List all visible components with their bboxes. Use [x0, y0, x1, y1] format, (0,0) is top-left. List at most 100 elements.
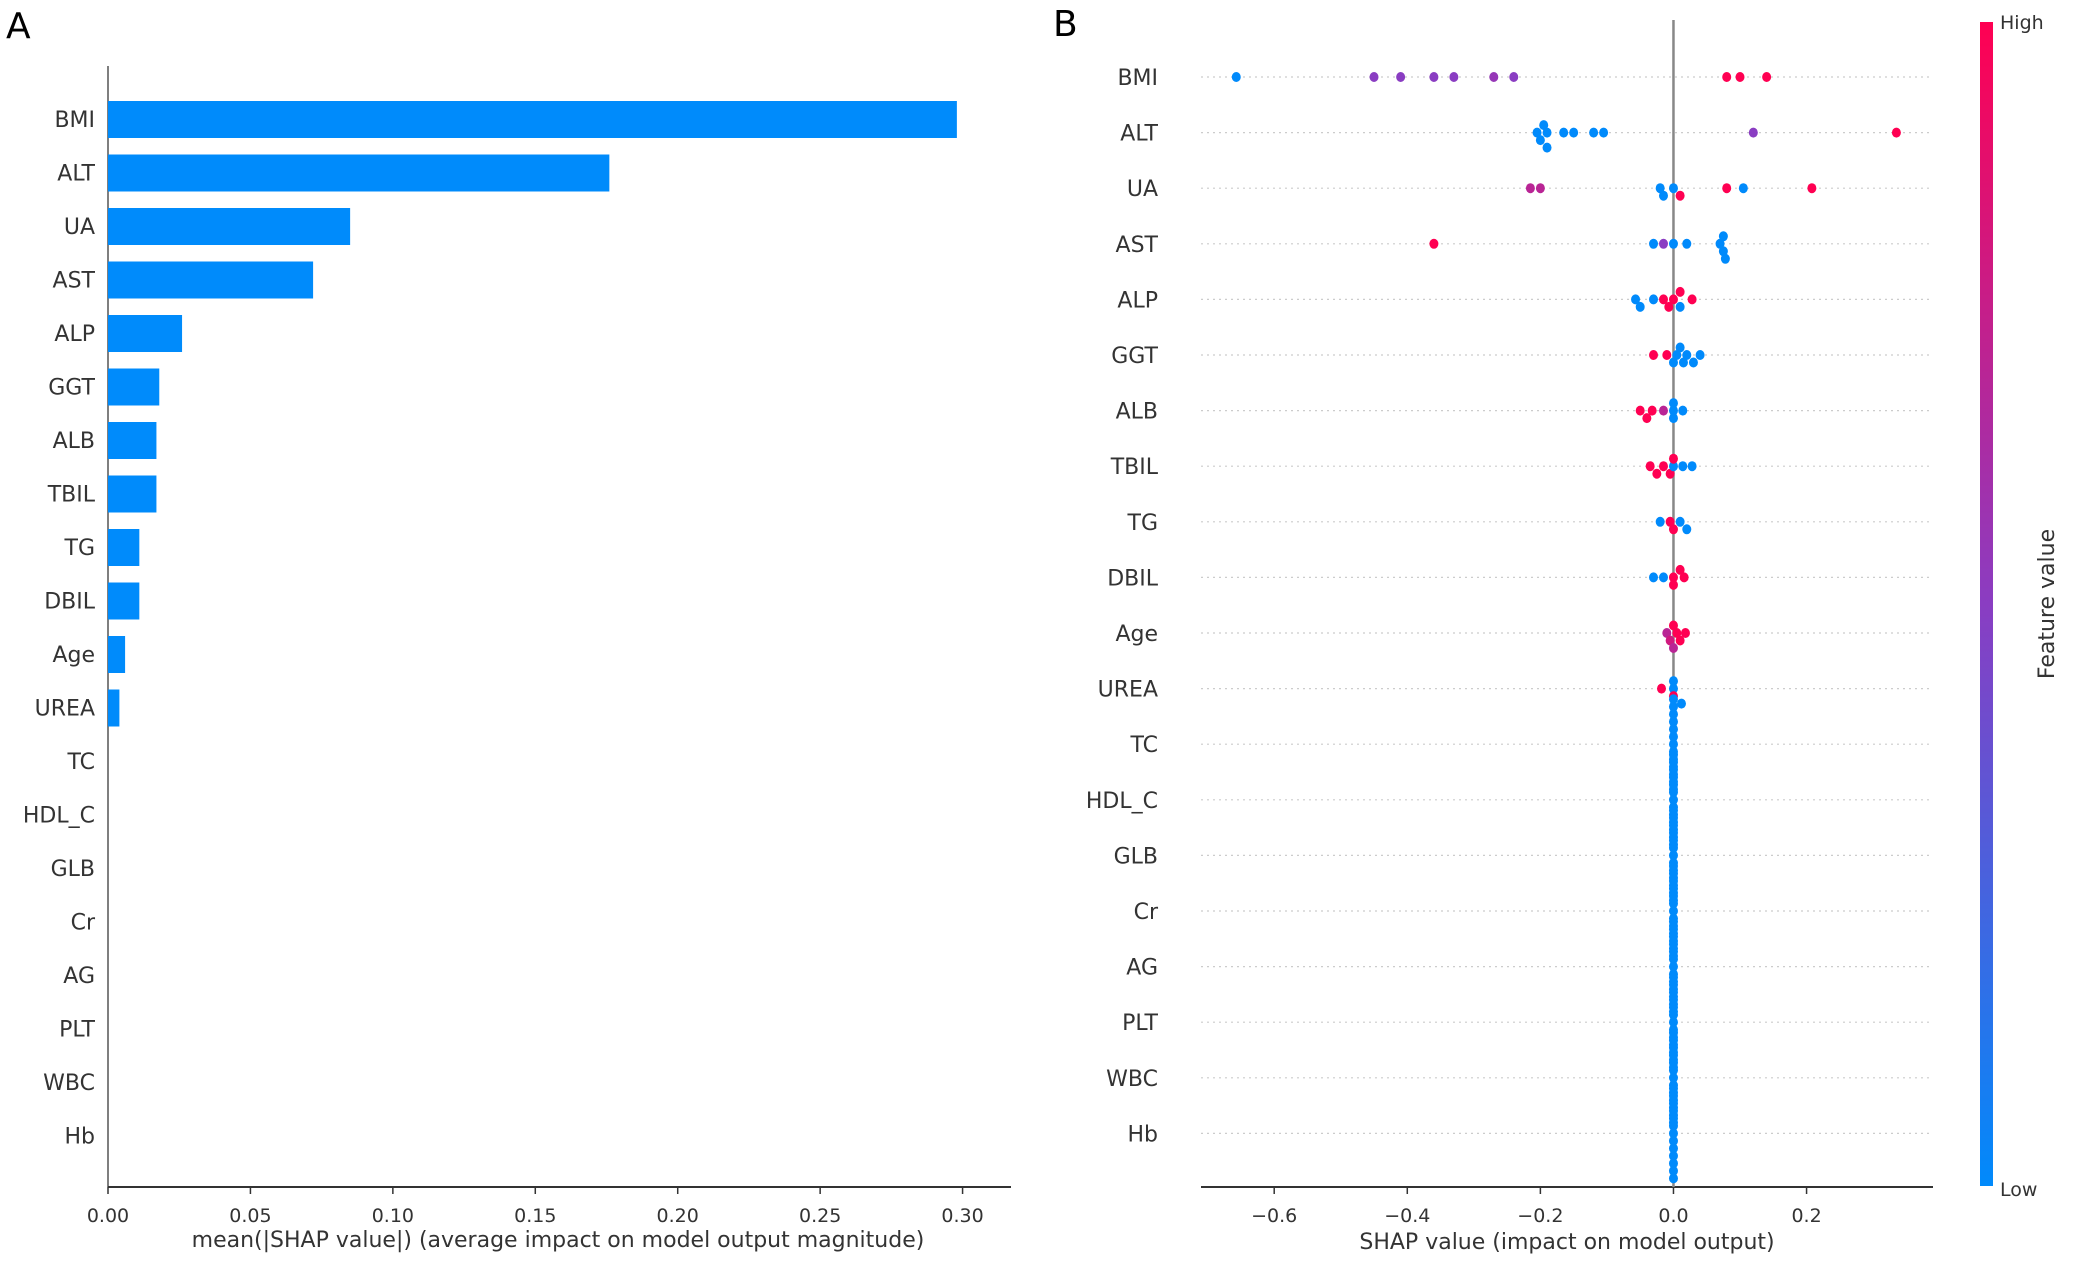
shap-point-ag: [1668, 954, 1678, 965]
shap-point-ggt: [1672, 350, 1682, 360]
bar-age: [108, 636, 126, 673]
bar-tbil: [108, 475, 157, 513]
shap-point-ua: [1658, 190, 1668, 201]
bar-x-axis-label: mean(|SHAP value|) (average impact on mo…: [192, 1228, 925, 1253]
bar-ggt: [108, 368, 160, 406]
bar-feature-label: Cr: [71, 911, 96, 936]
shap-point-tc: [1668, 701, 1678, 712]
shap-point-ast: [1715, 238, 1725, 249]
shap-point-alp: [1675, 286, 1685, 297]
shap-point-ua: [1807, 183, 1817, 194]
shap-point-ag: [1668, 939, 1678, 950]
shap-point-age: [1662, 628, 1672, 638]
scatter-feature-label: BMI: [1117, 66, 1158, 91]
shap-point-ua: [1675, 190, 1685, 201]
shap-point-ua: [1738, 183, 1748, 194]
bar-alb: [108, 422, 157, 459]
shap-point-alt: [1535, 135, 1545, 146]
shap-point-tc: [1668, 739, 1678, 750]
shap-point-bmi: [1429, 72, 1439, 82]
colorbar-high-label: High: [2000, 12, 2044, 34]
scatter-feature-label: UREA: [1098, 678, 1158, 703]
shap-point-tg: [1682, 524, 1692, 535]
shap-point-alt: [1569, 127, 1579, 138]
scatter-feature-label: HDL_C: [1086, 789, 1158, 814]
scatter-feature-label: AG: [1126, 956, 1158, 981]
bar-feature-label: UREA: [35, 697, 95, 722]
shap-point-alb: [1668, 405, 1678, 416]
shap-point-alp: [1664, 301, 1674, 312]
bar-feature-label: UA: [64, 215, 95, 240]
shap-point-hb: [1668, 1150, 1678, 1161]
shap-point-glb: [1668, 827, 1678, 838]
bar-feature-label: GLB: [51, 857, 95, 882]
shap-point-hb: [1668, 1090, 1678, 1101]
scatter-x-axis-label: SHAP value (impact on model output): [1359, 1230, 1774, 1255]
shap-point-ast: [1649, 238, 1659, 249]
shap-point-alb: [1678, 405, 1688, 416]
shap-point-alt: [1891, 127, 1901, 138]
shap-point-glb: [1668, 812, 1678, 823]
shap-point-alp: [1675, 301, 1685, 312]
scatter-feature-label: Hb: [1127, 1122, 1158, 1147]
shap-point-glb: [1668, 820, 1678, 831]
shap-point-ua: [1535, 183, 1545, 194]
scatter-feature-label: AST: [1116, 233, 1159, 258]
shap-point-alp: [1668, 294, 1678, 305]
shap-point-ggt: [1662, 350, 1672, 360]
shap-point-dbil: [1679, 572, 1689, 583]
shap-point-dbil: [1675, 564, 1685, 575]
bar-x-tick-label: 0.00: [87, 1205, 129, 1227]
shap-point-bmi: [1369, 72, 1379, 82]
shap-point-tbil: [1658, 461, 1668, 472]
bar-feature-label: GGT: [48, 376, 95, 401]
scatter-x-tick-label: −0.4: [1384, 1205, 1430, 1227]
shap-point-plt: [1668, 987, 1678, 998]
shap-point-urea: [1668, 683, 1678, 694]
scatter-feature-label: UA: [1127, 177, 1158, 202]
shap-point-tg: [1665, 516, 1675, 527]
shap-point-tbil: [1668, 461, 1678, 472]
shap-point-age: [1665, 635, 1675, 646]
shap-point-ast: [1668, 238, 1678, 249]
shap-point-hb: [1668, 1135, 1678, 1146]
bar-feature-label: WBC: [43, 1071, 95, 1096]
shap-point-alb: [1647, 405, 1657, 416]
bar-alp: [108, 315, 183, 352]
shap-point-bmi: [1509, 72, 1519, 82]
scatter-x-tick-label: −0.2: [1517, 1205, 1563, 1227]
shap-point-tbil: [1668, 453, 1678, 464]
shap-point-wbc: [1668, 1035, 1678, 1046]
shap-point-ggt: [1695, 350, 1705, 360]
colorbar: [1980, 22, 1993, 1186]
shap-point-hb: [1668, 1128, 1678, 1139]
shap-point-ag: [1668, 916, 1678, 927]
shap-point-hb: [1668, 1113, 1678, 1124]
panel-b-label: B: [1053, 4, 1078, 45]
shap-point-bmi: [1396, 72, 1406, 82]
shap-point-hdl_c: [1668, 787, 1678, 798]
shap-point-age: [1668, 643, 1678, 653]
bar-feature-label: TG: [64, 536, 96, 561]
shap-point-cr: [1668, 906, 1678, 916]
shap-point-ggt: [1649, 350, 1659, 360]
shap-point-dbil: [1668, 572, 1678, 583]
bar-x-tick-label: 0.20: [657, 1205, 699, 1227]
shap-point-cr: [1668, 883, 1678, 894]
bar-feature-label: AG: [63, 964, 95, 989]
bar-feature-label: AST: [53, 269, 96, 294]
shap-point-wbc: [1668, 1027, 1678, 1038]
shap-point-plt: [1668, 1017, 1678, 1028]
bar-feature-label: TBIL: [47, 483, 96, 508]
shap-point-hb: [1668, 1105, 1678, 1116]
shap-point-ggt: [1678, 357, 1688, 368]
shap-point-wbc: [1668, 1050, 1678, 1061]
shap-point-hb: [1668, 1165, 1678, 1176]
shap-point-tbil: [1652, 468, 1662, 479]
scatter-x-tick-label: 0.2: [1791, 1205, 1821, 1227]
shap-point-age: [1680, 628, 1690, 638]
scatter-x-tick-label: −0.6: [1251, 1205, 1297, 1227]
shap-point-ggt: [1668, 357, 1678, 368]
shap-point-alp: [1635, 301, 1645, 312]
shap-point-hdl_c: [1668, 757, 1678, 768]
